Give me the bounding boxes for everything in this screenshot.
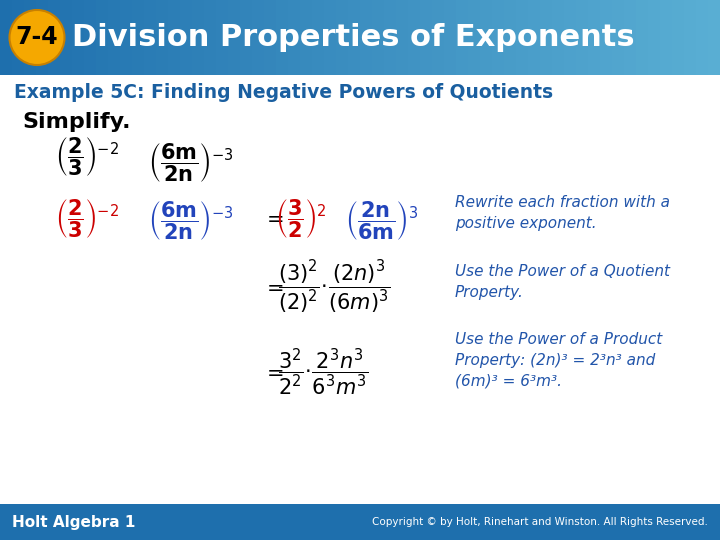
- Bar: [108, 0, 120, 75]
- Bar: [60, 0, 72, 75]
- Bar: [600, 0, 612, 75]
- Bar: [132, 0, 144, 75]
- Bar: [96, 0, 108, 75]
- Bar: [660, 0, 672, 75]
- Bar: [516, 0, 528, 75]
- Bar: [528, 0, 540, 75]
- Text: Use the Power of a Quotient
Property.: Use the Power of a Quotient Property.: [455, 264, 670, 300]
- Bar: [120, 0, 132, 75]
- Text: $=$: $=$: [262, 277, 284, 297]
- Bar: [0, 0, 12, 75]
- Bar: [636, 0, 648, 75]
- Bar: [192, 0, 204, 75]
- Text: $\left(\dfrac{\mathbf{6m}}{\mathbf{2n}}\right)^{-3}$: $\left(\dfrac{\mathbf{6m}}{\mathbf{2n}}\…: [148, 199, 234, 241]
- Bar: [228, 0, 240, 75]
- Bar: [216, 0, 228, 75]
- Text: Use the Power of a Product
Property: (2n)³ = 2³n³ and
(6m)³ = 6³m³.: Use the Power of a Product Property: (2n…: [455, 332, 662, 388]
- Bar: [444, 0, 456, 75]
- Bar: [12, 0, 24, 75]
- Bar: [144, 0, 156, 75]
- Bar: [456, 0, 468, 75]
- Text: $\left(\dfrac{\mathbf{3}}{\mathbf{2}}\right)^{2}$: $\left(\dfrac{\mathbf{3}}{\mathbf{2}}\ri…: [275, 197, 327, 240]
- Text: Copyright © by Holt, Rinehart and Winston. All Rights Reserved.: Copyright © by Holt, Rinehart and Winsto…: [372, 517, 708, 527]
- Ellipse shape: [9, 10, 65, 65]
- Bar: [648, 0, 660, 75]
- Text: $\dfrac{3^{2}}{2^{2}}\!\cdot\!\dfrac{2^{3}n^{3}}{6^{3}m^{3}}$: $\dfrac{3^{2}}{2^{2}}\!\cdot\!\dfrac{2^{…: [278, 346, 369, 397]
- Bar: [252, 0, 264, 75]
- Text: Example 5C: Finding Negative Powers of Quotients: Example 5C: Finding Negative Powers of Q…: [14, 83, 553, 102]
- Bar: [564, 0, 576, 75]
- Bar: [372, 0, 384, 75]
- Bar: [696, 0, 708, 75]
- Bar: [480, 0, 492, 75]
- Text: $\left(\dfrac{\mathbf{2}}{\mathbf{3}}\right)^{-2}$: $\left(\dfrac{\mathbf{2}}{\mathbf{3}}\ri…: [55, 136, 119, 179]
- Bar: [72, 0, 84, 75]
- Bar: [672, 0, 684, 75]
- Bar: [540, 0, 552, 75]
- Bar: [288, 0, 300, 75]
- Bar: [312, 0, 324, 75]
- Bar: [432, 0, 444, 75]
- Bar: [36, 0, 48, 75]
- Bar: [396, 0, 408, 75]
- Bar: [408, 0, 420, 75]
- Text: $\left(\dfrac{\mathbf{6m}}{\mathbf{2n}}\right)^{-3}$: $\left(\dfrac{\mathbf{6m}}{\mathbf{2n}}\…: [148, 140, 234, 184]
- Text: $\left(\dfrac{\mathbf{2}}{\mathbf{3}}\right)^{-2}$: $\left(\dfrac{\mathbf{2}}{\mathbf{3}}\ri…: [55, 197, 119, 240]
- Bar: [492, 0, 504, 75]
- Bar: [324, 0, 336, 75]
- Bar: [180, 0, 192, 75]
- Bar: [348, 0, 360, 75]
- Bar: [264, 0, 276, 75]
- Bar: [276, 0, 288, 75]
- Bar: [384, 0, 396, 75]
- Bar: [360, 0, 372, 75]
- Bar: [48, 0, 60, 75]
- Bar: [84, 0, 96, 75]
- Bar: [240, 0, 252, 75]
- Bar: [576, 0, 588, 75]
- Text: Division Properties of Exponents: Division Properties of Exponents: [72, 23, 634, 52]
- Text: Simplify.: Simplify.: [22, 112, 130, 132]
- Bar: [156, 0, 168, 75]
- Bar: [468, 0, 480, 75]
- Text: $\left(\dfrac{\mathbf{2n}}{\mathbf{6m}}\right)^{3}$: $\left(\dfrac{\mathbf{2n}}{\mathbf{6m}}\…: [345, 199, 418, 241]
- Bar: [504, 0, 516, 75]
- Text: Rewrite each fraction with a
positive exponent.: Rewrite each fraction with a positive ex…: [455, 195, 670, 231]
- Bar: [552, 0, 564, 75]
- Text: Holt Algebra 1: Holt Algebra 1: [12, 515, 135, 530]
- Text: $=$: $=$: [262, 362, 284, 382]
- Text: $=$: $=$: [262, 208, 284, 228]
- Bar: [336, 0, 348, 75]
- Bar: [624, 0, 636, 75]
- Bar: [0, 504, 720, 540]
- Bar: [24, 0, 36, 75]
- Text: 7-4: 7-4: [16, 25, 58, 50]
- Bar: [708, 0, 720, 75]
- Bar: [300, 0, 312, 75]
- Bar: [420, 0, 432, 75]
- Bar: [612, 0, 624, 75]
- Text: $\dfrac{(3)^{2}}{(2)^{2}}\!\cdot\!\dfrac{(2n)^{3}}{(6m)^{3}}$: $\dfrac{(3)^{2}}{(2)^{2}}\!\cdot\!\dfrac…: [278, 258, 390, 316]
- Bar: [588, 0, 600, 75]
- Bar: [168, 0, 180, 75]
- Bar: [204, 0, 216, 75]
- Bar: [684, 0, 696, 75]
